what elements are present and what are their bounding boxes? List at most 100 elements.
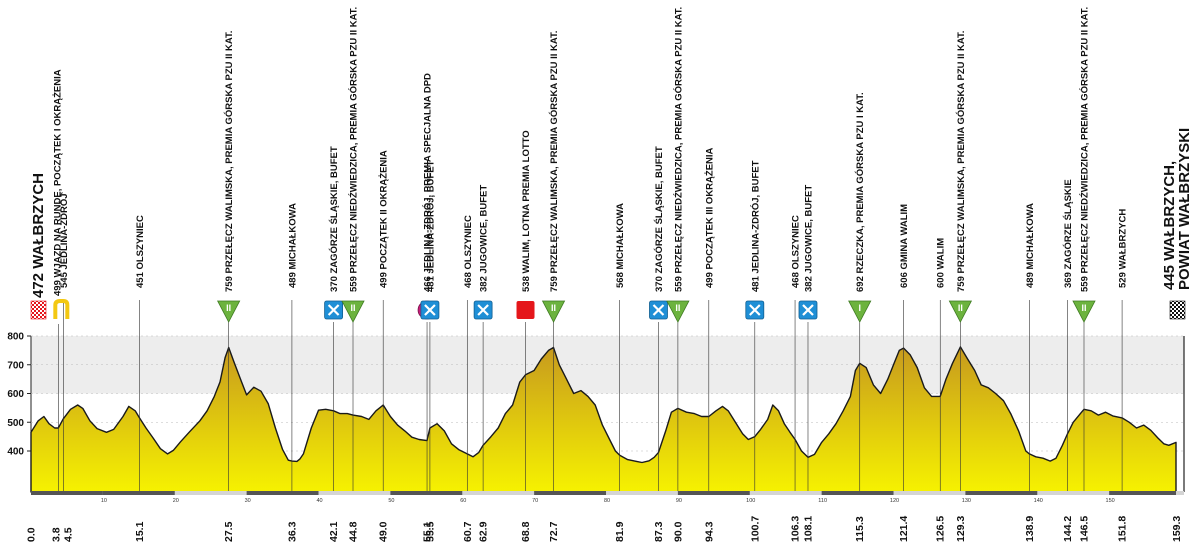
scale-tick-label: 10 <box>101 498 107 504</box>
climb-category-label: II <box>226 303 231 313</box>
km-labels: 0.0 3.8 4.5 15.1 27.5 36.3 42.1 44.8 49.0 55.155.… <box>26 516 1184 542</box>
km-label: 138.9 <box>1024 516 1036 542</box>
scale-tick-label: 70 <box>532 498 538 504</box>
y-tick-label: 700 <box>7 360 24 371</box>
waypoint-lines <box>58 300 1123 492</box>
start-flag-icon <box>30 300 47 320</box>
mountain-climb-icon <box>541 300 566 323</box>
waypoint-label: 468 OLSZYNIEC <box>463 215 474 288</box>
waypoint-label: 489 MICHAŁKOWA <box>287 203 298 288</box>
waypoint-label-line2: POWIAT WAŁBRZYSKI <box>1176 128 1193 290</box>
climb-category-label: II <box>958 303 963 313</box>
elevation-area <box>30 346 1177 493</box>
waypoint-label: 382 JUGOWICE, BUFET <box>479 185 490 292</box>
scale-tick-label: 120 <box>890 498 899 504</box>
scale-segment <box>31 491 103 495</box>
km-label: 44.8 <box>348 521 360 542</box>
scale-tick-label: 60 <box>460 498 466 504</box>
scale-tick-label: 100 <box>746 498 755 504</box>
waypoint-label: 759 PRZEŁĘCZ WALIMSKA, PREMIA GÓRSKA PZU… <box>548 31 560 292</box>
cutlery-icon <box>327 304 340 316</box>
km-label: 55.5 <box>424 521 436 542</box>
km-label: 62.9 <box>478 521 490 542</box>
waypoint-label: 481 JEDLINA-ZDRÓJ, BUFET <box>424 160 436 292</box>
climb-category-label: II <box>351 303 356 313</box>
km-label: 94.3 <box>703 521 715 542</box>
cutlery-icon <box>749 304 761 316</box>
mountain-climb-icon <box>217 300 241 323</box>
waypoint-label: 370 ZAGÓRZE ŚLĄSKIE, BUFET <box>653 146 665 292</box>
y-tick-label: 800 <box>7 332 24 343</box>
km-label: 90.0 <box>672 521 684 542</box>
scale-segment <box>1109 491 1176 495</box>
waypoint-labels: 472 WAŁBRZYCH 499 WJAZD NA RUNDĘ, POCZĄTE… <box>30 7 1193 298</box>
cutlery-icon <box>477 304 489 316</box>
km-label: 159.3 <box>1171 516 1183 542</box>
km-label: 27.5 <box>223 521 235 542</box>
km-label: 72.7 <box>548 521 560 542</box>
waypoint-label: 559 PRZEŁĘCZ NIEDŹWIEDZICA, PREMIA GÓRSK… <box>1078 7 1090 292</box>
km-label: 4.5 <box>62 527 74 542</box>
intermediate-sprint-icon <box>516 301 535 319</box>
waypoint-label: 759 PRZEŁĘCZ WALIMSKA, PREMIA GÓRSKA PZU… <box>223 31 235 292</box>
waypoint-label: 472 WAŁBRZYCH <box>30 173 47 298</box>
waypoint-label: 466 JEDLINA-ZDRÓJ, PREMIA SPECJALNA DPD <box>422 73 434 292</box>
km-label: 87.3 <box>653 521 665 542</box>
km-label: 151.8 <box>1117 516 1129 542</box>
scale-segment <box>534 491 607 495</box>
lap-icon <box>53 299 70 319</box>
km-label: 146.5 <box>1078 516 1090 542</box>
km-label: 15.1 <box>134 521 146 542</box>
mountain-climb-icon <box>341 300 365 323</box>
finish-flag-icon <box>1169 300 1186 320</box>
waypoint-label: 382 JUGOWICE, BUFET <box>803 185 814 292</box>
scale-tick-label: 30 <box>245 498 251 504</box>
scale-tick-label: 110 <box>818 498 827 504</box>
waypoint-label: 370 ZAGÓRZE ŚLĄSKIE, BUFET <box>328 146 340 292</box>
waypoint-label: 759 PRZEŁĘCZ WALIMSKA, PREMIA GÓRSKA PZU… <box>955 31 967 292</box>
waypoint-label: 538 WALIM, LOTNA PREMIA LOTTO <box>521 130 532 292</box>
km-label: 121.4 <box>898 516 910 542</box>
cutlery-icon <box>424 304 436 316</box>
mountain-climb-icon <box>1072 300 1096 323</box>
waypoint-label: 451 OLSZYNIEC <box>135 215 146 288</box>
km-label: 106.3 <box>790 516 802 542</box>
climb-category-label: I <box>858 303 861 313</box>
km-label: 108.1 <box>802 516 814 542</box>
km-label: 126.5 <box>935 516 947 542</box>
waypoint-label: 499 POCZĄTEK II OKRĄŻENIA <box>379 150 390 288</box>
waypoint-label: 600 WALIM <box>936 238 947 288</box>
scale-tick-label: 40 <box>316 498 322 504</box>
distance-scale-bar: 10 20 30 40 50 60 70 80 90 100 110 120 130 140 150 <box>31 491 1184 504</box>
km-label: 60.7 <box>462 521 474 542</box>
waypoint-label: 606 GMINA WALIM <box>899 204 910 288</box>
scale-tick-label: 80 <box>604 498 610 504</box>
km-label: 100.7 <box>749 516 761 542</box>
scale-segment <box>677 491 750 495</box>
waypoint-label: 489 MICHAŁKOWA <box>1025 203 1036 288</box>
scale-bar <box>31 491 1184 495</box>
scale-segment <box>390 491 463 495</box>
cutlery-icon <box>802 304 814 316</box>
mountain-climb-icon <box>948 300 973 323</box>
waypoint-label: 481 JEDLINA-ZDRÓJ, BUFET <box>749 160 761 292</box>
waypoint-label: 499 POCZĄTEK III OKRĄŻENIA <box>704 147 715 288</box>
km-label: 68.8 <box>520 521 532 542</box>
scale-tick-label: 130 <box>962 498 971 504</box>
scale-tick-label: 20 <box>173 498 179 504</box>
km-label: 115.3 <box>854 516 866 542</box>
scale-tick-label: 140 <box>1034 498 1043 504</box>
km-label: 144.2 <box>1062 516 1074 542</box>
km-label: 81.9 <box>614 521 626 542</box>
scale-segment <box>965 491 1038 495</box>
scale-segment <box>102 491 175 495</box>
y-tick-label: 500 <box>7 418 24 429</box>
waypoint-label: 499 WJAZD NA RUNDĘ, POCZĄTEK I OKRĄŻENIA <box>52 69 63 296</box>
mountain-climb-icon <box>848 300 872 323</box>
waypoint-label: 545 JEDLINA-ZDRÓJ <box>58 194 70 289</box>
km-label: 36.3 <box>286 521 298 542</box>
scale-tick-label: 50 <box>388 498 394 504</box>
km-label: 49.0 <box>378 521 390 542</box>
waypoint-label: 568 MICHAŁKOWA <box>615 203 626 288</box>
